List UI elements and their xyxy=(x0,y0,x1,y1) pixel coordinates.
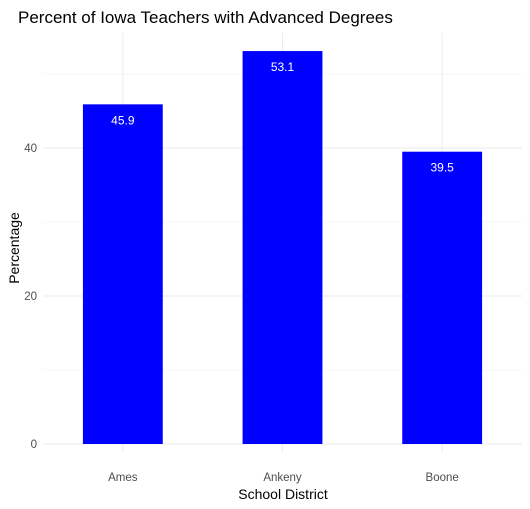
bars xyxy=(82,51,483,445)
y-tick-label: 40 xyxy=(24,143,37,155)
y-axis-title: Percentage xyxy=(6,212,22,284)
bar-ames xyxy=(82,104,163,444)
data-labels: 45.9 53.1 39.5 xyxy=(111,60,454,175)
x-axis-ticks: Ames Ankeny Boone xyxy=(108,472,459,484)
x-axis-title: School District xyxy=(238,486,328,502)
x-tick-label: Boone xyxy=(426,472,459,484)
data-label: 53.1 xyxy=(271,60,295,74)
data-label: 45.9 xyxy=(111,113,135,127)
bar-ankeny xyxy=(242,51,323,445)
x-tick-label: Ames xyxy=(108,472,138,484)
bar-boone xyxy=(402,151,483,444)
y-tick-label: 20 xyxy=(24,291,37,303)
data-label: 39.5 xyxy=(430,161,454,175)
x-tick-label: Ankeny xyxy=(263,472,302,484)
y-axis-ticks: 0 20 40 xyxy=(24,143,37,451)
chart-title: Percent of Iowa Teachers with Advanced D… xyxy=(18,8,393,27)
y-tick-label: 0 xyxy=(31,439,37,451)
